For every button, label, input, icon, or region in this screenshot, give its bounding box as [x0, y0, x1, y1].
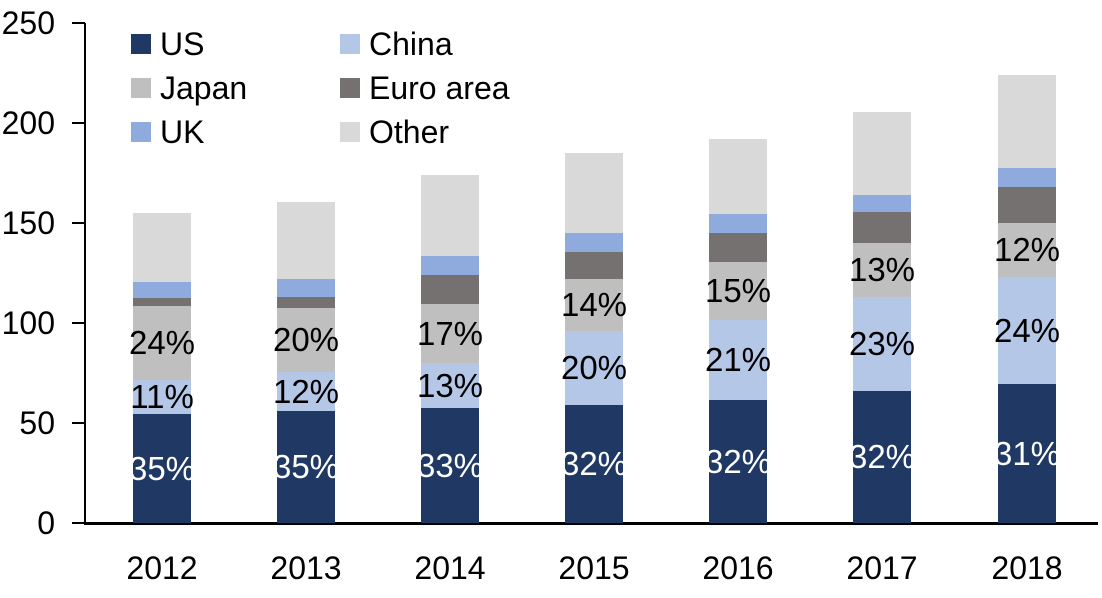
bar-segment-japan-2013 — [277, 308, 335, 372]
bar-segment-china-2018 — [998, 277, 1056, 384]
bar-segment-other-2018 — [998, 75, 1056, 168]
y-tick-label-150: 150 — [1, 205, 55, 241]
bar-segment-other-2014 — [421, 175, 479, 256]
bar-segment-japan-2016 — [709, 262, 767, 320]
x-tick-label-2014: 2014 — [414, 550, 486, 586]
legend-label-japan: Japan — [160, 70, 248, 106]
bar-segment-uk-2015 — [565, 233, 623, 252]
bar-segment-uk-2013 — [277, 279, 335, 297]
bar-segment-other-2016 — [709, 139, 767, 214]
bar-segment-us-2015 — [565, 405, 623, 523]
legend-swatch-euro-area — [340, 78, 360, 98]
bar-segment-china-2012 — [133, 380, 191, 414]
y-axis-line — [84, 23, 86, 524]
legend-swatch-japan — [131, 78, 151, 98]
y-tick-label-50: 50 — [19, 405, 55, 441]
bar-segment-japan-2012 — [133, 306, 191, 380]
x-axis-line — [84, 522, 1098, 525]
bar-segment-other-2012 — [133, 213, 191, 282]
legend-label-us: US — [160, 26, 205, 62]
bar-segment-uk-2017 — [853, 195, 911, 212]
legend-swatch-us — [131, 34, 151, 54]
legend-swatch-other — [340, 122, 360, 142]
bar-segment-us-2017 — [853, 391, 911, 523]
bar-segment-china-2016 — [709, 320, 767, 400]
legend-label-other: Other — [369, 114, 450, 150]
bar-segment-euro-area-2014 — [421, 275, 479, 304]
legend-item-us: US — [131, 24, 204, 64]
bar-segment-us-2014 — [421, 408, 479, 523]
bar-segment-japan-2017 — [853, 243, 911, 297]
y-tick-label-250: 250 — [1, 5, 55, 41]
bar-segment-euro-area-2018 — [998, 187, 1056, 223]
bar-segment-uk-2016 — [709, 214, 767, 233]
legend-swatch-uk — [131, 122, 151, 142]
y-tick-mark-100 — [72, 322, 85, 324]
x-tick-label-2018: 2018 — [991, 550, 1063, 586]
legend-item-japan: Japan — [131, 68, 247, 108]
legend-item-uk: UK — [131, 112, 204, 152]
legend-label-china: China — [369, 26, 453, 62]
y-tick-mark-150 — [72, 222, 85, 224]
legend-swatch-china — [340, 34, 360, 54]
y-tick-mark-200 — [72, 122, 85, 124]
y-tick-mark-250 — [72, 22, 85, 24]
bar-segment-japan-2014 — [421, 304, 479, 363]
y-tick-mark-50 — [72, 422, 85, 424]
bar-segment-uk-2018 — [998, 168, 1056, 187]
bar-segment-euro-area-2012 — [133, 298, 191, 306]
x-tick-label-2016: 2016 — [702, 550, 774, 586]
bar-segment-uk-2014 — [421, 256, 479, 275]
y-tick-label-200: 200 — [1, 105, 55, 141]
y-tick-label-100: 100 — [1, 305, 55, 341]
x-tick-label-2013: 2013 — [270, 550, 342, 586]
bar-segment-other-2015 — [565, 153, 623, 233]
bar-segment-china-2013 — [277, 372, 335, 411]
bar-segment-us-2013 — [277, 411, 335, 523]
bar-segment-euro-area-2016 — [709, 233, 767, 262]
bar-segment-other-2013 — [277, 202, 335, 279]
legend-item-euro-area: Euro area — [340, 68, 510, 108]
x-tick-label-2017: 2017 — [846, 550, 918, 586]
y-tick-label-0: 0 — [37, 505, 55, 541]
bar-segment-japan-2015 — [565, 279, 623, 331]
bar-segment-us-2016 — [709, 400, 767, 523]
legend-label-uk: UK — [160, 114, 205, 150]
legend-item-china: China — [340, 24, 453, 64]
bar-segment-euro-area-2013 — [277, 297, 335, 308]
bar-segment-us-2012 — [133, 414, 191, 523]
y-tick-mark-0 — [72, 522, 85, 524]
bar-segment-euro-area-2017 — [853, 212, 911, 243]
legend-label-euro-area: Euro area — [369, 70, 510, 106]
x-tick-label-2012: 2012 — [126, 550, 198, 586]
bar-segment-china-2017 — [853, 297, 911, 391]
bar-segment-japan-2018 — [998, 223, 1056, 277]
bar-segment-uk-2012 — [133, 282, 191, 298]
bar-segment-china-2014 — [421, 363, 479, 408]
bar-segment-other-2017 — [853, 112, 911, 195]
bar-segment-euro-area-2015 — [565, 252, 623, 279]
bar-segment-us-2018 — [998, 384, 1056, 523]
bar-segment-china-2015 — [565, 331, 623, 405]
legend-item-other: Other — [340, 112, 449, 152]
x-tick-label-2015: 2015 — [558, 550, 630, 586]
